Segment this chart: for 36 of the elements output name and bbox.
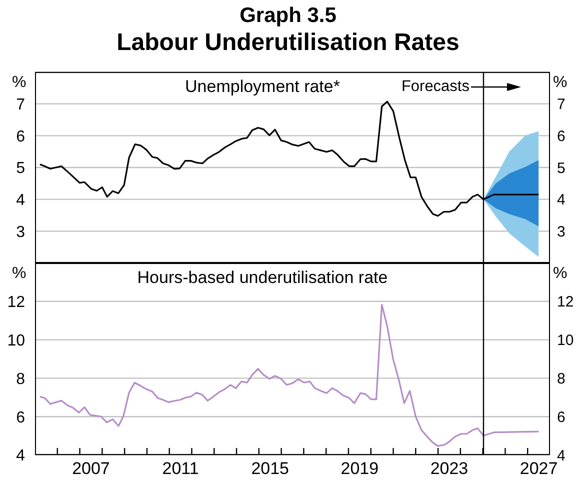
y2-tick-label: 4 — [557, 192, 566, 209]
y-tick-label: 3 — [16, 224, 26, 241]
y2-axis-title: % — [553, 265, 568, 283]
y2-tick-label: 10 — [557, 332, 574, 350]
chart-title: Graph 3.5 — [238, 4, 338, 28]
y-tick-label: 6 — [16, 409, 26, 426]
chart-subtitle: Labour Underutilisation Rates — [116, 29, 460, 57]
y2-tick-label: 6 — [557, 408, 566, 426]
y2-tick-label: 12 — [557, 294, 574, 311]
x-tick-label: 2011 — [162, 459, 199, 478]
y2-axis-title: % — [553, 74, 568, 92]
x-tick-label: 2023 — [430, 459, 468, 478]
annotation: Unemployment rate* — [185, 77, 340, 96]
y2-tick-label: 4 — [557, 447, 566, 464]
y-tick-label: 12 — [7, 294, 26, 312]
y2-tick-label: 7 — [557, 96, 566, 114]
y-tick-label: 4 — [16, 192, 26, 210]
x-tick-label: 2007 — [72, 459, 110, 478]
y-tick-label: 5 — [16, 160, 26, 178]
x-tick-label: 2027 — [520, 459, 558, 478]
ref-line-label: Forecasts — [401, 78, 470, 96]
y-tick-label: 4 — [16, 448, 26, 465]
y-tick-label: 8 — [16, 370, 26, 388]
annotation: Hours-based underutilisation rate — [136, 268, 389, 288]
y-tick-label: 10 — [7, 332, 26, 350]
x-tick-label: 2015 — [251, 459, 290, 478]
y2-tick-label: 3 — [557, 223, 566, 240]
y2-tick-label: 8 — [557, 370, 566, 388]
y2-tick-label: 6 — [557, 128, 566, 145]
y-tick-label: 7 — [16, 96, 26, 114]
y-tick-label: 6 — [16, 128, 26, 146]
y2-tick-label: 5 — [557, 160, 566, 177]
x-tick-label: 2019 — [340, 459, 379, 478]
y-axis-title: % — [12, 74, 26, 92]
line-series — [39, 304, 540, 447]
y-axis-title: % — [12, 265, 26, 283]
